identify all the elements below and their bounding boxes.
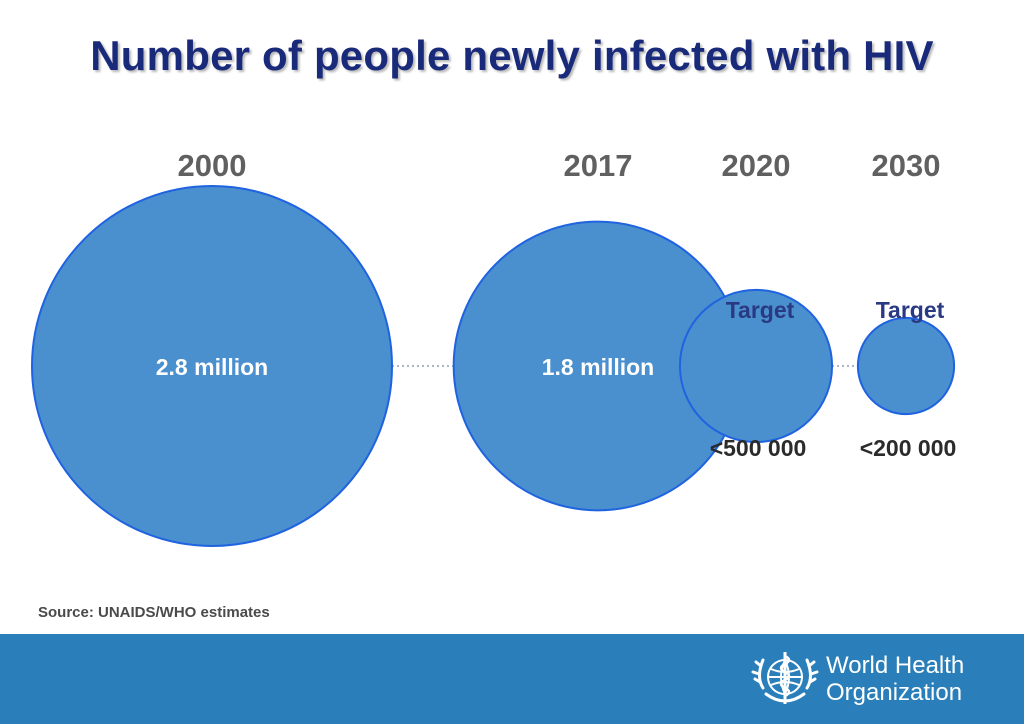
year-label-2030: 2030	[872, 148, 941, 183]
who-emblem-icon	[751, 652, 819, 704]
who-logo: World Health Organization	[750, 644, 964, 714]
year-label-2000: 2000	[178, 148, 247, 183]
year-label-2017: 2017	[564, 148, 633, 183]
bubble-chart: 2000 2.8 million 2017 1.8 million 2020 Target…	[31, 148, 957, 547]
who-name: World Health Organization	[826, 652, 964, 706]
source-note: Source: UNAIDS/WHO estimates	[38, 604, 270, 621]
year-label-2020: 2020	[722, 148, 791, 183]
target-label-2030: Target	[876, 297, 945, 323]
who-name-line1: World Health	[826, 652, 965, 679]
value-label-2017: 1.8 million	[542, 354, 654, 380]
threshold-label-2020: <500 000	[710, 435, 807, 461]
value-label-2000: 2.8 million	[156, 354, 268, 380]
threshold-label-2030: <200 000	[860, 435, 957, 461]
who-name-line2: Organization	[826, 679, 963, 706]
bubble-year-2000	[31, 185, 393, 547]
bubble-year-2020	[678, 288, 834, 444]
footer-band	[0, 634, 1024, 724]
target-label-2020: Target	[726, 297, 795, 323]
page-title: Number of people newly infected with HIV	[90, 32, 934, 79]
bubble-year-2030	[856, 316, 956, 416]
